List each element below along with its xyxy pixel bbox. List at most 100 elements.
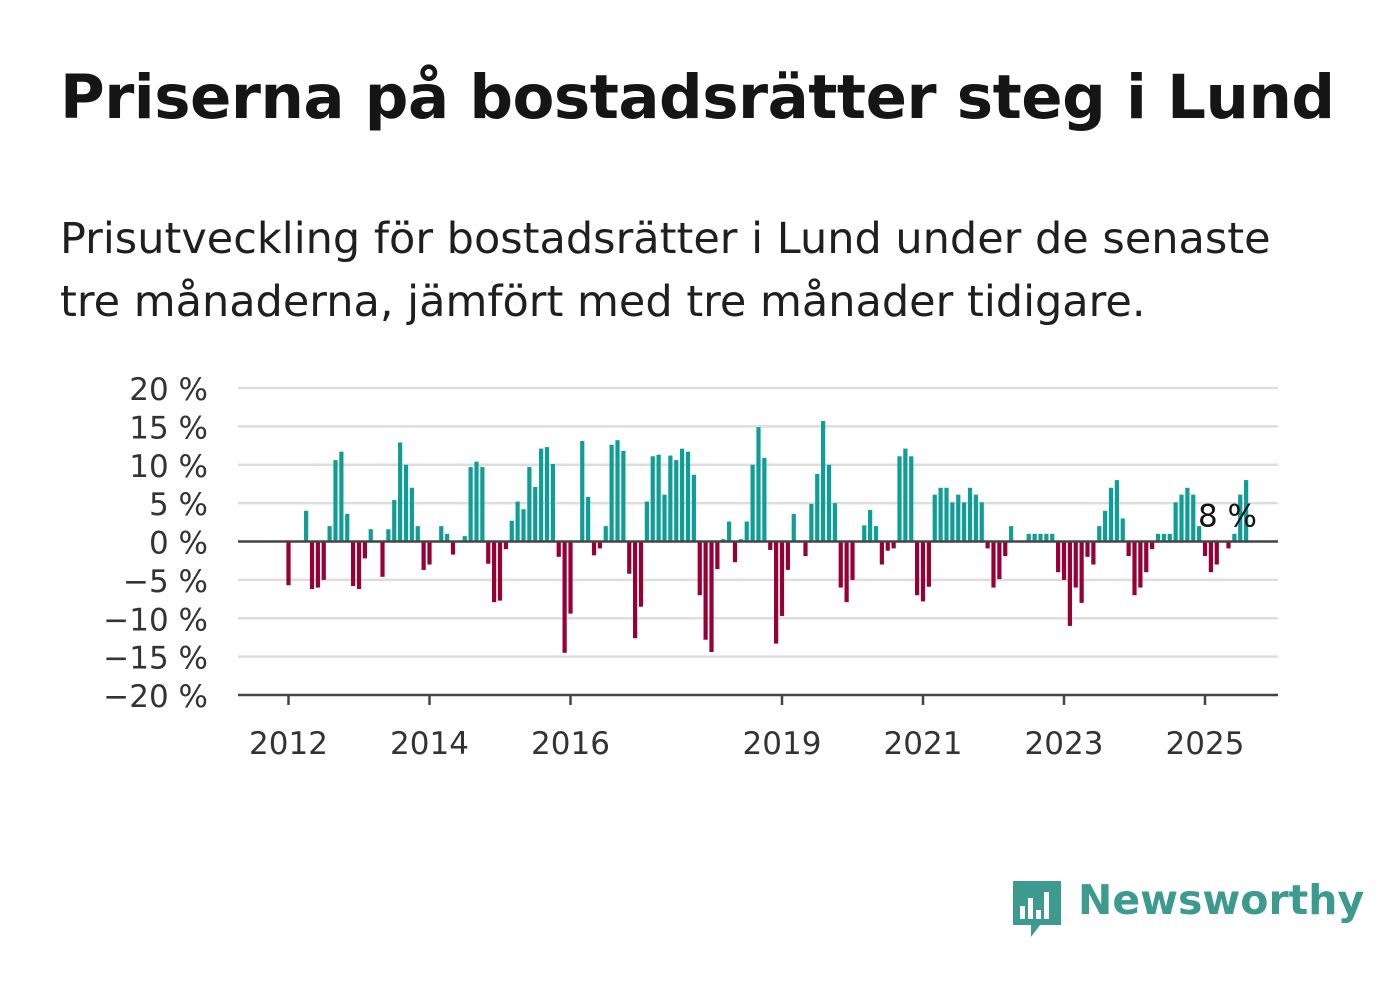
bar: [1185, 487, 1190, 542]
bar: [533, 487, 538, 542]
y-tick-label: −5 %: [123, 564, 208, 600]
bar: [380, 541, 385, 577]
bar: [885, 541, 890, 551]
bar: [1138, 541, 1143, 588]
bar: [333, 460, 338, 542]
bar: [304, 510, 309, 542]
bar: [1097, 526, 1102, 542]
bar: [950, 502, 955, 542]
bar: [650, 456, 655, 542]
bar: [967, 487, 973, 542]
bar: [803, 541, 808, 557]
bar: [662, 494, 667, 542]
bar: [744, 521, 749, 542]
bar: [868, 510, 873, 542]
bar: [568, 541, 573, 614]
bar: [985, 541, 990, 549]
bar: [703, 541, 708, 640]
bar: [1067, 541, 1072, 626]
bar: [609, 444, 614, 542]
y-tick-label: −15 %: [103, 641, 208, 677]
y-tick-label: 15 %: [129, 410, 208, 446]
bar: [750, 464, 755, 542]
bar: [544, 447, 550, 542]
bar: [1144, 541, 1149, 573]
bar: [1079, 541, 1084, 603]
bar: [603, 526, 608, 542]
chart-subtitle: Prisutveckling för bostadsrätter i Lund …: [60, 214, 1271, 327]
bar: [926, 541, 931, 587]
bar: [480, 467, 485, 542]
bar: [1091, 541, 1096, 565]
bar: [474, 461, 479, 542]
bar: [562, 541, 567, 653]
bar: [615, 440, 620, 542]
bar: [979, 502, 984, 542]
bar: [873, 526, 879, 542]
bar: [356, 541, 362, 590]
bar: [821, 421, 826, 542]
bar: [1197, 526, 1202, 542]
bar: [668, 455, 673, 542]
bar: [450, 541, 456, 555]
x-tick-label: 2016: [531, 726, 610, 762]
bar: [785, 541, 790, 570]
bar: [445, 533, 450, 542]
bar: [768, 541, 773, 550]
bar: [850, 541, 855, 580]
bar: [644, 501, 649, 542]
bar: [521, 509, 526, 542]
bar: [1103, 510, 1108, 542]
bar: [1073, 541, 1078, 588]
bar: [539, 448, 544, 542]
bar: [309, 541, 315, 590]
x-tick-label: 2025: [1166, 726, 1245, 762]
y-tick-label: 20 %: [129, 372, 208, 408]
bar: [991, 541, 996, 588]
bar: [1038, 533, 1043, 542]
bar: [897, 456, 902, 542]
bar: [421, 541, 426, 570]
bar: [638, 541, 644, 607]
bar: [627, 541, 632, 574]
bar: [1191, 494, 1196, 542]
y-tick-label: 10 %: [129, 449, 208, 485]
bar: [1061, 541, 1067, 580]
bar: [1044, 533, 1049, 542]
bar: [938, 487, 943, 542]
bar: [327, 526, 332, 542]
bar: [656, 454, 661, 542]
bar: [697, 541, 702, 596]
bar: [462, 536, 467, 542]
bar: [1214, 541, 1219, 565]
bar: [685, 451, 691, 542]
bar: [1179, 494, 1184, 542]
bar: [527, 467, 532, 542]
bar: [415, 526, 420, 542]
bar: [1232, 533, 1237, 542]
bar: [1208, 541, 1213, 573]
bar: [779, 541, 785, 616]
bar: [556, 541, 561, 557]
bar: [1032, 533, 1037, 542]
bar: [832, 503, 837, 542]
y-tick-label: −10 %: [103, 602, 208, 638]
bar: [362, 541, 367, 559]
bar: [774, 541, 779, 644]
bar: [932, 494, 937, 542]
bar: [815, 473, 820, 542]
bar: [1114, 480, 1119, 542]
bar: [403, 464, 409, 542]
bar: [956, 494, 961, 542]
bar: [1167, 533, 1172, 542]
x-tick-label: 2021: [884, 726, 963, 762]
bar: [409, 487, 414, 542]
newsworthy-logo-icon: [1013, 881, 1061, 937]
bar: [715, 541, 720, 570]
bar: [586, 496, 591, 542]
bar: [809, 503, 814, 542]
bar: [315, 541, 320, 588]
bar: [674, 460, 679, 542]
bar: [633, 541, 638, 639]
bar: [1173, 502, 1178, 542]
